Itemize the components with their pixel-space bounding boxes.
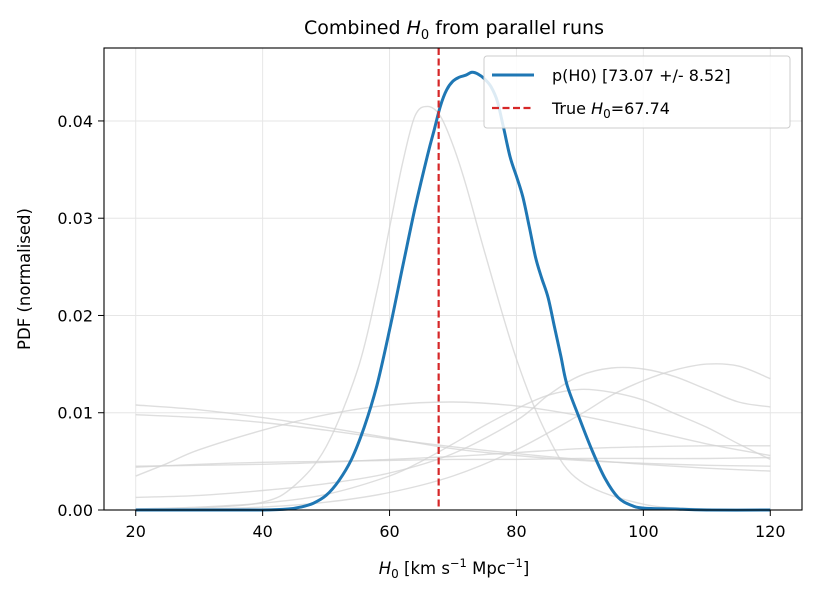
y-tick-label: 0.01 xyxy=(57,404,93,423)
legend-label-combined: p(H0) [73.07 +/- 8.52] xyxy=(552,66,731,85)
y-tick-label: 0.02 xyxy=(57,306,93,325)
x-axis-label: H0 [km s−1 Mpc−1] xyxy=(379,556,530,581)
x-axis-ticks: 20 40 60 80 100 120 xyxy=(126,510,786,541)
run-line-run-6 xyxy=(135,401,771,477)
x-tick-label: 40 xyxy=(252,522,272,541)
legend: p(H0) [73.07 +/- 8.52] True H0=67.74 xyxy=(483,55,791,129)
y-tick-label: 0.03 xyxy=(57,209,93,228)
run-line-run-5 xyxy=(135,445,771,467)
run-line-run-7 xyxy=(135,388,771,510)
x-tick-label: 80 xyxy=(506,522,526,541)
chart-title: Combined H0 from parallel runs xyxy=(304,17,604,43)
run-line-run-1 xyxy=(135,105,771,511)
legend-label-true-h0: True H0=67.74 xyxy=(551,99,670,121)
combined-pdf-line xyxy=(135,70,771,512)
y-axis-ticks: 0.00 0.01 0.02 0.03 0.04 xyxy=(57,112,104,520)
x-tick-label: 20 xyxy=(126,522,146,541)
run-line-run-3 xyxy=(135,414,771,472)
x-tick-label: 120 xyxy=(755,522,786,541)
parallel-runs xyxy=(135,105,771,511)
run-line-run-4 xyxy=(135,456,771,468)
y-axis-label: PDF (normalised) xyxy=(15,208,34,350)
y-tick-label: 0.00 xyxy=(57,501,93,520)
combined-series xyxy=(135,70,771,512)
x-tick-label: 100 xyxy=(628,522,659,541)
x-tick-label: 60 xyxy=(379,522,399,541)
legend-box xyxy=(483,55,791,129)
run-line-run-9 xyxy=(135,363,771,511)
run-line-run-2 xyxy=(135,404,771,467)
run-line-run-8 xyxy=(135,366,771,499)
plot-frame xyxy=(103,47,803,511)
y-tick-label: 0.04 xyxy=(57,112,93,131)
